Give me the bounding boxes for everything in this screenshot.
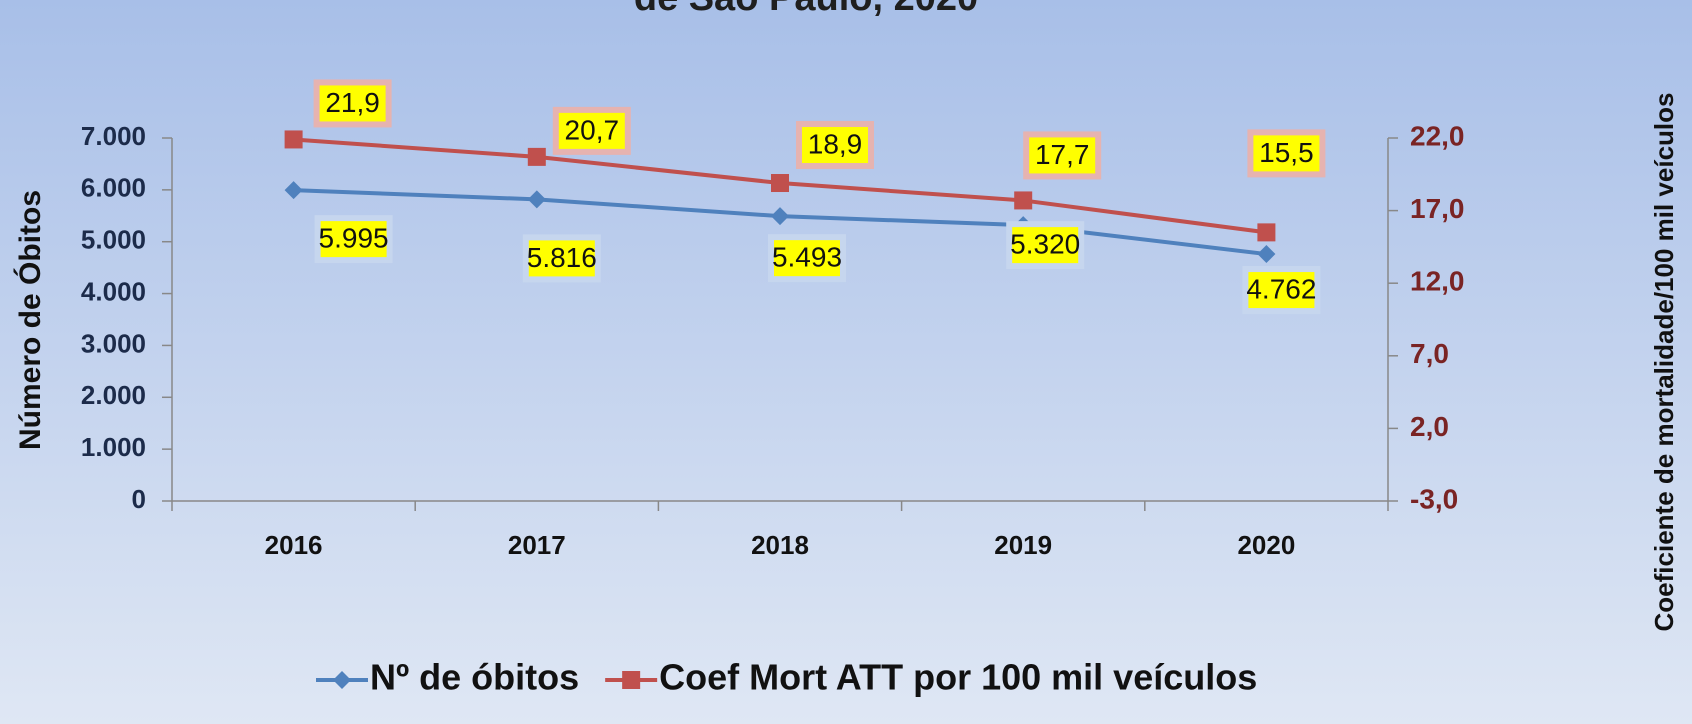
x-tick-label: 2018 (751, 530, 809, 560)
data-label: 5.493 (768, 234, 846, 283)
data-label-text: 5.493 (772, 242, 842, 273)
y2-axis-title: Coeficiente de mortalidade/100 mil veícu… (1649, 93, 1679, 632)
y2-tick-label: 22,0 (1410, 120, 1465, 151)
data-label: 5.995 (314, 215, 393, 264)
y-tick-label: 5.000 (81, 225, 146, 255)
data-label-text: 5.320 (1010, 229, 1080, 260)
data-label: 18,9 (796, 121, 874, 170)
data-label: 17,7 (1023, 131, 1102, 180)
x-tick-label: 2016 (265, 530, 323, 560)
data-label: 15,5 (1247, 129, 1326, 178)
data-label-text: 18,9 (808, 128, 863, 159)
legend-marker (333, 671, 351, 689)
data-label-text: 15,5 (1259, 137, 1314, 168)
label-box (1029, 137, 1096, 174)
data-label-text: 4.762 (1246, 273, 1316, 304)
data-label-text: 20,7 (565, 114, 620, 145)
y-tick-label: 6.000 (81, 173, 146, 203)
marker (527, 147, 546, 166)
legend-label: Coef Mort ATT por 100 mil veículos (659, 657, 1257, 698)
label-box (319, 85, 386, 122)
label-box (320, 221, 387, 258)
data-label: 5.320 (1006, 221, 1085, 270)
y-tick-label: 0 (132, 484, 146, 514)
marker (771, 207, 789, 226)
legend-label: Nº de óbitos (370, 657, 579, 698)
y2-tick-label: 7,0 (1410, 338, 1449, 369)
label-box (528, 240, 595, 277)
y2-tick-label: 2,0 (1410, 411, 1449, 442)
x-tick-label: 2020 (1237, 530, 1295, 560)
label-box (1012, 227, 1079, 264)
data-label: 21,9 (313, 79, 392, 128)
label-box (774, 240, 840, 277)
label-box (1253, 135, 1320, 172)
x-tick-label: 2019 (994, 530, 1052, 560)
y2-tick-label: -3,0 (1410, 483, 1458, 514)
data-label-text: 21,9 (325, 87, 380, 118)
chart-title: de São Paulo, 2020 (634, 0, 978, 19)
data-label-text: 5.995 (319, 223, 389, 254)
marker (527, 190, 546, 209)
marker (1014, 191, 1033, 210)
marker (284, 181, 303, 200)
y-tick-label: 2.000 (81, 380, 146, 410)
label-box (802, 127, 868, 164)
marker (284, 130, 303, 149)
data-label: 4.762 (1242, 266, 1321, 315)
data-label-text: 17,7 (1035, 139, 1090, 170)
x-tick-label: 2017 (508, 530, 566, 560)
y-axis-title: Número de Óbitos (13, 190, 47, 450)
y-tick-label: 7.000 (81, 121, 146, 151)
marker (771, 174, 789, 193)
data-label: 5.816 (522, 234, 601, 283)
y-tick-label: 3.000 (81, 328, 146, 358)
marker (1257, 245, 1276, 264)
legend-marker (622, 671, 641, 689)
y2-tick-label: 17,0 (1410, 193, 1465, 224)
y-tick-label: 4.000 (81, 276, 146, 306)
y-tick-label: 1.000 (81, 432, 146, 462)
data-label: 20,7 (552, 106, 631, 155)
marker (1257, 223, 1276, 242)
data-label-text: 5.816 (527, 242, 597, 273)
label-box (558, 112, 625, 149)
label-box (1248, 272, 1315, 309)
y2-tick-label: 12,0 (1410, 266, 1465, 297)
